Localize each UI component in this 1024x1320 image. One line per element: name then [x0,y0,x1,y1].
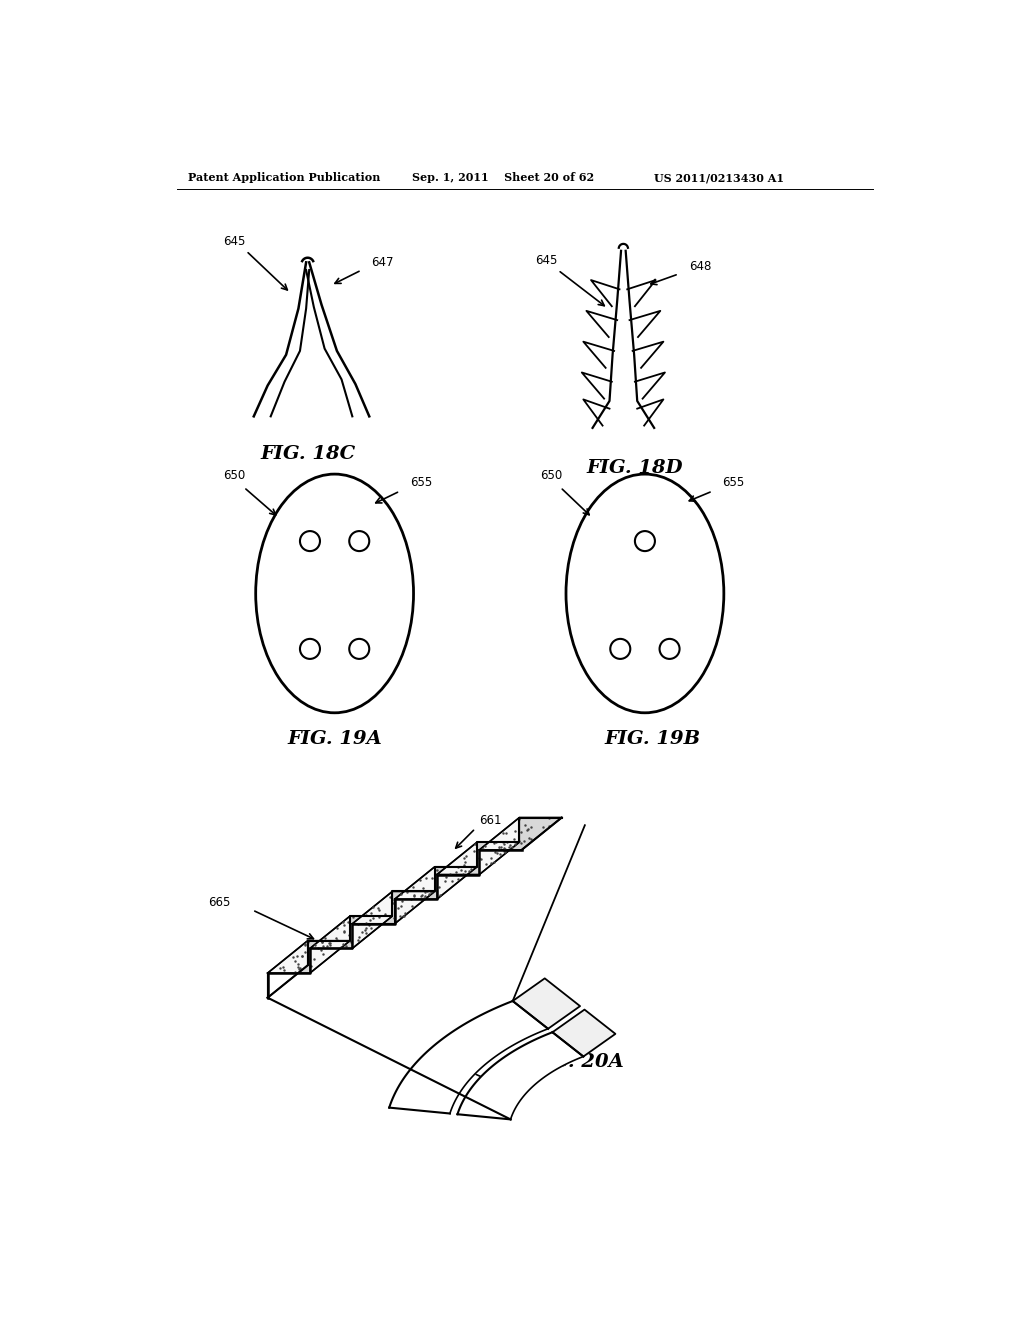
Text: 650: 650 [223,470,246,483]
Text: FIG. 20A: FIG. 20A [529,1053,625,1071]
Text: 661: 661 [479,814,502,828]
Polygon shape [437,842,477,899]
Polygon shape [310,916,392,949]
Text: FIG. 19B: FIG. 19B [604,730,700,747]
Text: 648: 648 [689,260,712,273]
Text: 645: 645 [536,253,557,267]
Text: 645: 645 [223,235,246,248]
Polygon shape [352,891,435,924]
Polygon shape [513,978,580,1028]
Text: 660: 660 [492,1069,514,1082]
Text: FIG. 19A: FIG. 19A [288,730,382,747]
Polygon shape [479,817,562,850]
Polygon shape [389,1001,548,1114]
Polygon shape [553,1010,615,1056]
Polygon shape [437,842,519,875]
Text: 650: 650 [540,470,562,483]
Text: FIG. 18D: FIG. 18D [587,458,683,477]
Polygon shape [267,941,350,973]
Text: US 2011/0213430 A1: US 2011/0213430 A1 [654,172,784,183]
Text: Patent Application Publication: Patent Application Publication [188,172,381,183]
Polygon shape [394,867,435,924]
Polygon shape [310,916,350,973]
Polygon shape [458,1032,584,1119]
Polygon shape [394,867,477,899]
Text: 647: 647 [371,256,393,269]
Text: 655: 655 [722,475,744,488]
Text: 655: 655 [410,475,432,488]
Polygon shape [352,891,392,949]
Text: Sep. 1, 2011    Sheet 20 of 62: Sep. 1, 2011 Sheet 20 of 62 [412,172,594,183]
Polygon shape [479,817,519,875]
Text: 665: 665 [208,896,230,909]
Polygon shape [267,941,307,998]
Text: FIG. 18C: FIG. 18C [260,445,355,463]
